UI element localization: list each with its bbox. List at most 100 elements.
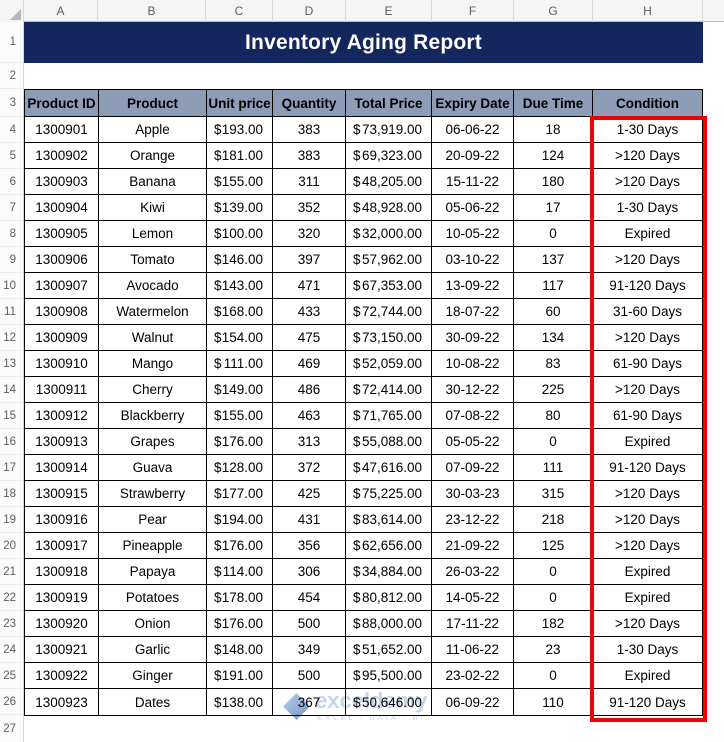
cell-product[interactable]: Avocado: [99, 273, 207, 299]
cell-expiry-date[interactable]: 05-06-22: [432, 195, 514, 221]
cell-condition[interactable]: 1-30 Days: [593, 195, 702, 221]
cell-product[interactable]: Mango: [99, 351, 207, 377]
cell-due-time[interactable]: 110: [514, 689, 593, 715]
cell-condition[interactable]: 1-30 Days: [593, 637, 702, 663]
table-header-cell[interactable]: Product ID: [25, 90, 99, 117]
cell-condition[interactable]: >120 Days: [593, 377, 702, 403]
cell-quantity[interactable]: 320: [273, 221, 346, 247]
cell-expiry-date[interactable]: 21-09-22: [432, 533, 514, 559]
cell-product[interactable]: Pear: [99, 507, 207, 533]
cell-condition[interactable]: >120 Days: [593, 481, 702, 507]
cell-total-price[interactable]: $ 95,500.00: [346, 663, 432, 689]
cell-due-time[interactable]: 18: [514, 117, 593, 143]
table-header-cell[interactable]: Condition: [593, 90, 702, 117]
cell-expiry-date[interactable]: 26-03-22: [432, 559, 514, 585]
cell-due-time[interactable]: 315: [514, 481, 593, 507]
cell-product-id[interactable]: 1300905: [25, 221, 99, 247]
row-header[interactable]: 3: [0, 89, 23, 117]
cell-product[interactable]: Strawberry: [99, 481, 207, 507]
cell-quantity[interactable]: 349: [273, 637, 346, 663]
cell-unit-price[interactable]: $ 176.00: [207, 611, 273, 637]
cell-due-time[interactable]: 0: [514, 429, 593, 455]
cell-unit-price[interactable]: $ 194.00: [207, 507, 273, 533]
cell-quantity[interactable]: 383: [273, 143, 346, 169]
row-header[interactable]: 23: [0, 611, 23, 637]
cell-expiry-date[interactable]: 15-11-22: [432, 169, 514, 195]
row-header[interactable]: 26: [0, 689, 23, 715]
cell-product-id[interactable]: 1300912: [25, 403, 99, 429]
column-header[interactable]: F: [432, 0, 514, 22]
cell-expiry-date[interactable]: 17-11-22: [432, 611, 514, 637]
cell-total-price[interactable]: $ 88,000.00: [346, 611, 432, 637]
cell-expiry-date[interactable]: 05-05-22: [432, 429, 514, 455]
cell-product[interactable]: Pineapple: [99, 533, 207, 559]
cell-expiry-date[interactable]: 23-02-22: [432, 663, 514, 689]
cell-product-id[interactable]: 1300915: [25, 481, 99, 507]
cell-product-id[interactable]: 1300901: [25, 117, 99, 143]
cell-due-time[interactable]: 83: [514, 351, 593, 377]
cell-product-id[interactable]: 1300916: [25, 507, 99, 533]
cell-unit-price[interactable]: $ 155.00: [207, 169, 273, 195]
cell-due-time[interactable]: 125: [514, 533, 593, 559]
cell-total-price[interactable]: $ 57,962.00: [346, 247, 432, 273]
cell-total-price[interactable]: $ 73,150.00: [346, 325, 432, 351]
row-header[interactable]: 15: [0, 403, 23, 429]
cell-product[interactable]: Banana: [99, 169, 207, 195]
cell-condition[interactable]: 91-120 Days: [593, 455, 702, 481]
cell-due-time[interactable]: 134: [514, 325, 593, 351]
cell-unit-price[interactable]: $ 143.00: [207, 273, 273, 299]
cell-product[interactable]: Tomato: [99, 247, 207, 273]
cell-due-time[interactable]: 0: [514, 221, 593, 247]
cell-due-time[interactable]: 124: [514, 143, 593, 169]
cell-product[interactable]: Papaya: [99, 559, 207, 585]
cell-total-price[interactable]: $ 47,616.00: [346, 455, 432, 481]
cell-due-time[interactable]: 225: [514, 377, 593, 403]
row-header[interactable]: 9: [0, 247, 23, 273]
cell-condition[interactable]: >120 Days: [593, 611, 702, 637]
cell-expiry-date[interactable]: 18-07-22: [432, 299, 514, 325]
cell-unit-price[interactable]: $ 100.00: [207, 221, 273, 247]
cell-due-time[interactable]: 0: [514, 585, 593, 611]
cell-condition[interactable]: 61-90 Days: [593, 351, 702, 377]
cell-due-time[interactable]: 117: [514, 273, 593, 299]
row-header[interactable]: 7: [0, 195, 23, 221]
cell-expiry-date[interactable]: 30-12-22: [432, 377, 514, 403]
cell-quantity[interactable]: 431: [273, 507, 346, 533]
row-header[interactable]: 5: [0, 143, 23, 169]
cell-product-id[interactable]: 1300910: [25, 351, 99, 377]
cell-quantity[interactable]: 500: [273, 663, 346, 689]
cell-condition[interactable]: >120 Days: [593, 143, 702, 169]
cell-quantity[interactable]: 356: [273, 533, 346, 559]
cell-unit-price[interactable]: $ 146.00: [207, 247, 273, 273]
cell-product[interactable]: Dates: [99, 689, 207, 715]
cell-total-price[interactable]: $ 71,765.00: [346, 403, 432, 429]
cell-due-time[interactable]: 218: [514, 507, 593, 533]
cell-condition[interactable]: >120 Days: [593, 247, 702, 273]
cell-quantity[interactable]: 475: [273, 325, 346, 351]
table-header-cell[interactable]: Quantity: [273, 90, 346, 117]
row-header[interactable]: 19: [0, 507, 23, 533]
cell-quantity[interactable]: 463: [273, 403, 346, 429]
cell-expiry-date[interactable]: 10-05-22: [432, 221, 514, 247]
row-header[interactable]: 10: [0, 273, 23, 299]
cell-unit-price[interactable]: $ 111.00: [207, 351, 273, 377]
row-header[interactable]: 1: [0, 22, 23, 63]
cell-unit-price[interactable]: $ 138.00: [207, 689, 273, 715]
column-header[interactable]: D: [273, 0, 346, 22]
cell-condition[interactable]: Expired: [593, 221, 702, 247]
cell-product[interactable]: Guava: [99, 455, 207, 481]
cell-quantity[interactable]: 454: [273, 585, 346, 611]
column-header[interactable]: G: [514, 0, 593, 22]
cell-product-id[interactable]: 1300902: [25, 143, 99, 169]
cell-condition[interactable]: >120 Days: [593, 533, 702, 559]
cell-product[interactable]: Onion: [99, 611, 207, 637]
cell-condition[interactable]: Expired: [593, 429, 702, 455]
cell-due-time[interactable]: 23: [514, 637, 593, 663]
cell-due-time[interactable]: 60: [514, 299, 593, 325]
row-header[interactable]: 18: [0, 481, 23, 507]
cell-unit-price[interactable]: $ 176.00: [207, 533, 273, 559]
cell-total-price[interactable]: $ 32,000.00: [346, 221, 432, 247]
column-header[interactable]: B: [98, 0, 206, 22]
row-header[interactable]: 20: [0, 533, 23, 559]
cell-total-price[interactable]: $ 83,614.00: [346, 507, 432, 533]
